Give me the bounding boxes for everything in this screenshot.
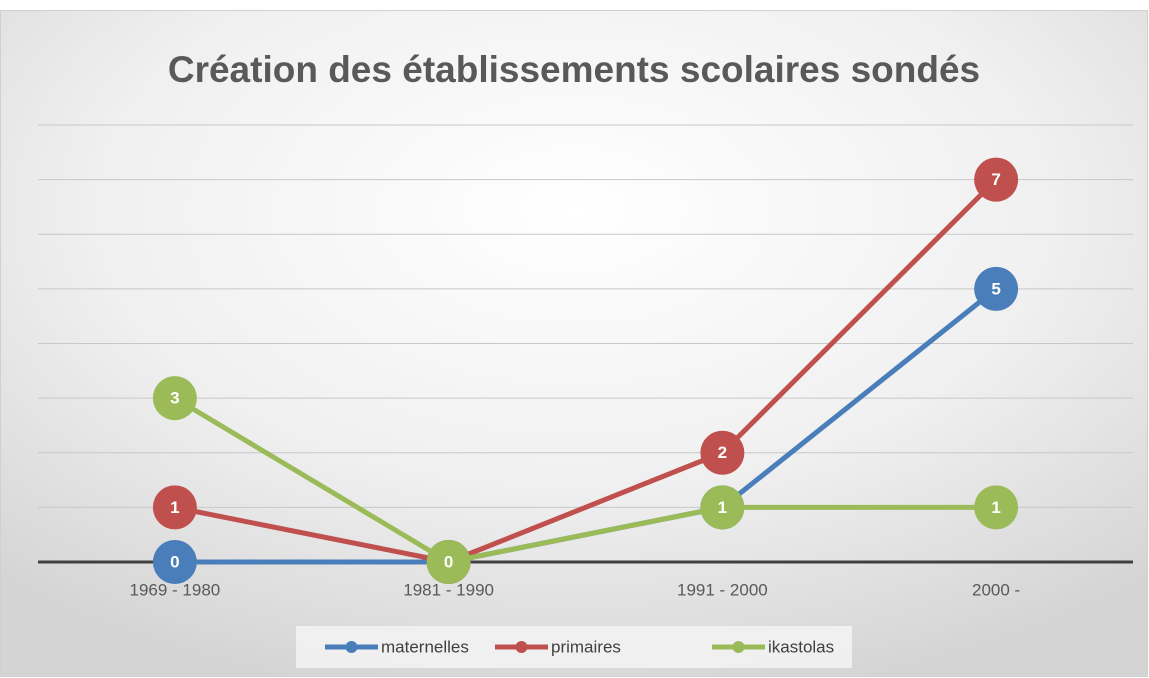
data-marker (426, 540, 471, 584)
data-marker (152, 540, 197, 584)
data-marker (152, 376, 197, 421)
chart-title: Création des établissements scolaires so… (168, 49, 980, 90)
legend-label: ikastolas (768, 637, 834, 656)
data-marker (152, 485, 197, 530)
data-label: 1 (991, 498, 1000, 517)
data-marker (974, 157, 1019, 202)
data-marker (974, 266, 1019, 311)
data-marker (700, 430, 745, 475)
legend-swatch-marker (345, 641, 358, 653)
x-tick-label: 1991 - 2000 (677, 580, 768, 599)
x-tick-label: 1981 - 1990 (403, 580, 494, 599)
data-label: 5 (991, 279, 1000, 298)
data-label: 0 (170, 552, 179, 571)
data-label: 2 (718, 443, 727, 462)
data-label: 1 (170, 498, 179, 517)
series-line (173, 395, 997, 565)
x-tick-label: 2000 - (972, 580, 1020, 599)
data-marker (700, 485, 745, 530)
legend-label: maternelles (381, 637, 469, 656)
data-label: 7 (991, 170, 1000, 189)
legend-label: primaires (551, 637, 621, 656)
data-marker (974, 485, 1019, 530)
legend-swatch-marker (732, 641, 745, 653)
series-line (174, 177, 998, 565)
data-label: 0 (444, 552, 453, 571)
x-tick-label: 1969 - 1980 (130, 580, 221, 599)
data-label: 3 (170, 389, 179, 408)
legend-swatch-marker (515, 641, 528, 653)
data-label: 1 (718, 498, 727, 517)
